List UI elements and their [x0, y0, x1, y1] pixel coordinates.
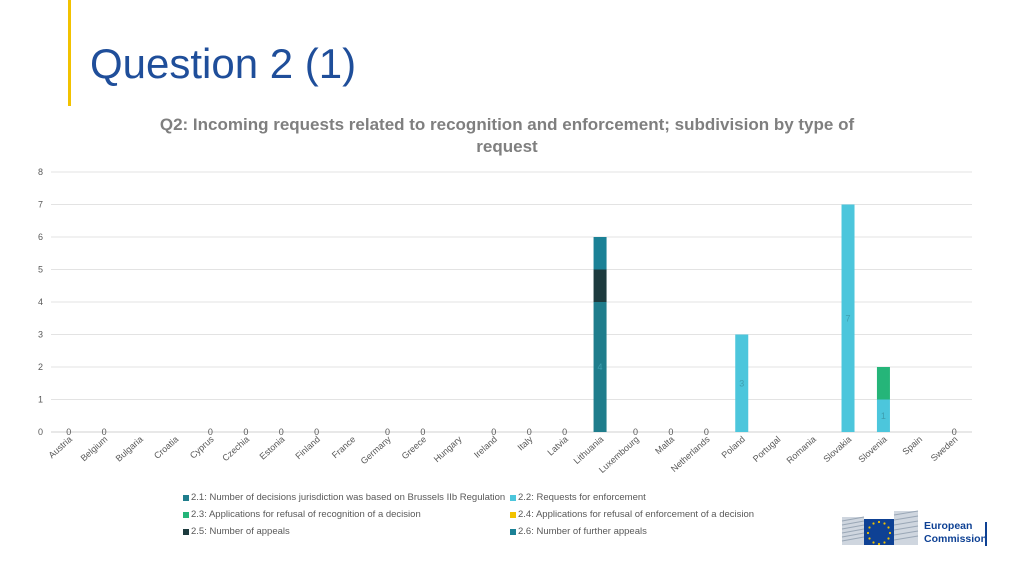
- x-tick-label: Estonia: [258, 434, 287, 462]
- x-tick-label: Belgium: [79, 434, 110, 463]
- y-tick-label: 6: [38, 232, 43, 242]
- x-tick-label: Romania: [784, 434, 817, 466]
- x-tick-label: Czechia: [220, 434, 251, 463]
- data-label: 3: [739, 378, 744, 388]
- legend-item: 2.4: Applications for refusal of enforce…: [510, 509, 754, 520]
- x-tick-label: France: [330, 434, 358, 460]
- x-tick-label: Poland: [720, 434, 748, 460]
- legend-swatch: [510, 511, 516, 518]
- y-tick-label: 8: [38, 167, 43, 177]
- page-title: Question 2 (1): [90, 40, 357, 87]
- x-tick-label: Italy: [516, 434, 535, 453]
- y-tick-label: 2: [38, 362, 43, 372]
- legend-swatch: [183, 494, 189, 501]
- logo-line-1: European: [924, 520, 973, 532]
- legend-item: 2.5: Number of appeals: [183, 526, 290, 537]
- chart-title: Q2: Incoming requests related to recogni…: [159, 115, 855, 156]
- bar-segment: [593, 269, 607, 302]
- y-tick-label: 0: [38, 427, 43, 437]
- x-tick-label: Latvia: [545, 434, 570, 458]
- x-tick-label: Bulgaria: [114, 434, 145, 464]
- bar-chart: 0 1 2 3 4 5 6 7 8 Austria Belgium Bulgaria Croatia Cy…: [38, 167, 972, 475]
- bar-segment: [593, 302, 607, 432]
- legend-swatch: [183, 511, 189, 518]
- logo-line-2: Commission: [924, 533, 988, 545]
- zero-data-label: 0: [952, 427, 957, 437]
- x-tick-label: Germany: [359, 434, 394, 467]
- zero-data-label: 0: [243, 427, 248, 437]
- title-accent-bar: [68, 0, 71, 106]
- legend-swatch: [510, 528, 516, 535]
- european-commission-logo: European Commission: [840, 507, 990, 549]
- x-tick-label: Croatia: [152, 434, 180, 461]
- legend-item: 2.6: Number of further appeals: [510, 526, 647, 537]
- bar-segment: [593, 237, 607, 270]
- zero-data-label: 0: [420, 427, 425, 437]
- legend-label: 2.4: Applications for refusal of enforce…: [518, 509, 755, 520]
- x-tick-label: Cyprus: [188, 434, 216, 461]
- x-tick-label: Finland: [293, 434, 322, 461]
- commission-building-icon: [841, 510, 919, 546]
- x-tick-label: Sweden: [929, 434, 960, 463]
- zero-data-label: 0: [102, 427, 107, 437]
- bar-segment: [876, 367, 890, 400]
- zero-data-label: 0: [279, 427, 284, 437]
- x-tick-label: Malta: [653, 434, 676, 456]
- zero-data-label: 0: [562, 427, 567, 437]
- logo-divider: [985, 522, 987, 546]
- bar-segment: [841, 204, 855, 432]
- x-tick-label: Spain: [900, 434, 924, 457]
- y-tick-label: 5: [38, 265, 43, 275]
- x-tick-label: Lithuania: [572, 434, 606, 466]
- x-tick-label: Slovakia: [821, 434, 853, 464]
- zero-data-label: 0: [491, 427, 496, 437]
- legend-label: 2.1: Number of decisions jurisdiction wa…: [191, 492, 506, 503]
- zero-data-label: 0: [385, 427, 390, 437]
- legend-swatch: [510, 494, 516, 501]
- zero-data-label: 0: [527, 427, 532, 437]
- data-label: 4: [598, 362, 603, 372]
- zero-data-label: 0: [208, 427, 213, 437]
- x-tick-label: Austria: [47, 434, 75, 460]
- data-label: 7: [846, 313, 851, 323]
- legend-item: 2.3: Applications for refusal of recogni…: [183, 509, 421, 520]
- legend-label: 2.3: Applications for refusal of recogni…: [191, 509, 421, 520]
- bar-segment: [735, 334, 749, 432]
- zero-data-label: 0: [314, 427, 319, 437]
- x-tick-label: Greece: [400, 434, 429, 461]
- bar-segment: [876, 399, 890, 432]
- x-tick-label: Portugal: [751, 434, 783, 464]
- zero-data-label: 0: [668, 427, 673, 437]
- zero-data-label: 0: [704, 427, 709, 437]
- x-tick-label: Slovenia: [856, 434, 888, 465]
- chart-legend: 2.1: Number of decisions jurisdiction wa…: [183, 492, 783, 542]
- x-tick-label: Ireland: [472, 434, 499, 460]
- y-tick-label: 7: [38, 200, 43, 210]
- x-tick-label: Hungary: [432, 434, 464, 465]
- y-tick-label: 1: [38, 395, 43, 405]
- legend-item: 2.1: Number of decisions jurisdiction wa…: [183, 492, 505, 503]
- y-tick-label: 4: [38, 297, 43, 307]
- legend-swatch: [183, 528, 189, 535]
- legend-label: 2.5: Number of appeals: [191, 526, 290, 537]
- zero-data-label: 0: [66, 427, 71, 437]
- legend-label: 2.2: Requests for enforcement: [518, 492, 646, 503]
- x-tick-label: Netherlands: [669, 434, 712, 474]
- zero-data-label: 0: [633, 427, 638, 437]
- y-tick-label: 3: [38, 330, 43, 340]
- data-label: 1: [881, 411, 886, 421]
- legend-item: 2.2: Requests for enforcement: [510, 492, 646, 503]
- legend-label: 2.6: Number of further appeals: [518, 526, 647, 537]
- logo-text: European Commission: [924, 520, 987, 546]
